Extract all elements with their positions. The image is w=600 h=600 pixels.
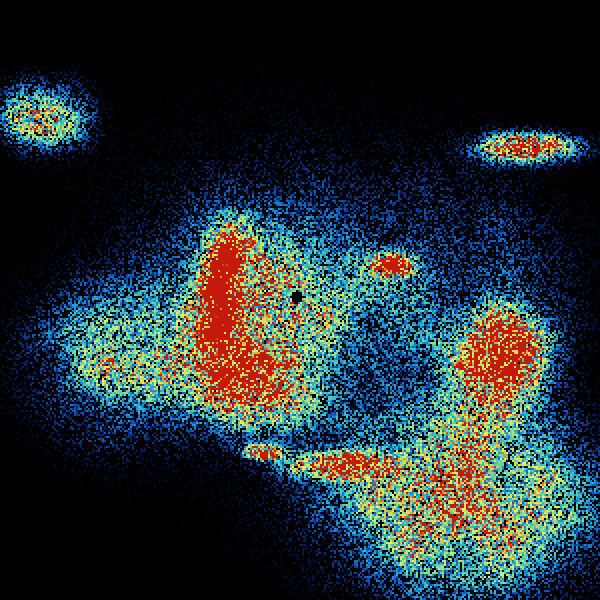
intensity-map-viewport	[0, 0, 600, 600]
intensity-map-canvas	[0, 0, 600, 600]
